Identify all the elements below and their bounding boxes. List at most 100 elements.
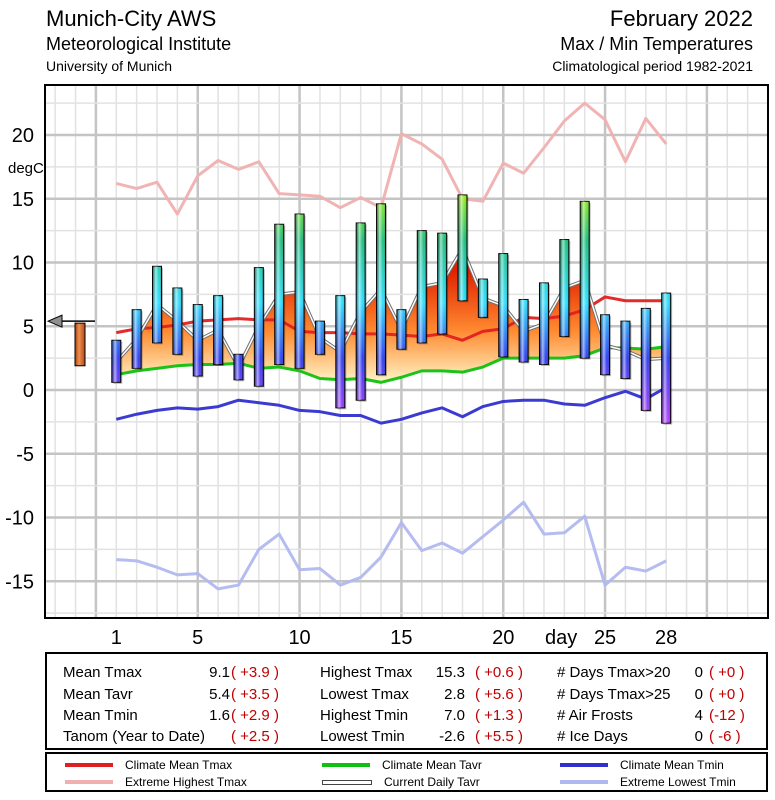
y-tick-label: 15	[12, 189, 34, 211]
stat-anomaly: ( +0 )	[709, 686, 745, 703]
tavr-fill	[116, 248, 667, 383]
marker-arrow	[46, 314, 63, 328]
legend-item: Extreme Lowest Tmin	[560, 775, 736, 789]
legend-label: Climate Mean Tmin	[620, 758, 724, 772]
legend-label: Extreme Highest Tmax	[125, 775, 247, 789]
stat-value: -2.6	[439, 728, 465, 745]
stat-label: # Days Tmax>20	[557, 664, 671, 681]
stat-label: Mean Tavr	[63, 686, 133, 703]
stat-value: 7.0	[444, 707, 465, 724]
stat-anomaly: ( +0.6 )	[475, 664, 523, 681]
chart-subtitle: Max / Min Temperatures	[560, 34, 753, 54]
legend-item: Climate Mean Tmax	[65, 758, 232, 772]
statistics-table: Mean Tmax 9.1 ( +3.9 ) Highest Tmax 15.3…	[45, 652, 768, 750]
y-tick-label: 10	[12, 253, 34, 275]
stat-label: Tanom (Year to Date)	[63, 728, 206, 745]
daily-bar-highlight	[498, 253, 508, 357]
daily-bar-highlight	[213, 295, 223, 365]
stat-anomaly: ( +1.3 )	[475, 707, 523, 724]
stat-value: 1.6	[209, 707, 230, 724]
legend-swatch	[322, 763, 370, 767]
x-tick-label: 25	[594, 627, 616, 649]
legend-swatch	[560, 780, 608, 784]
legend-swatch	[560, 763, 608, 767]
daily-bar-highlight	[580, 201, 590, 359]
stat-anomaly: ( +2.9 )	[231, 707, 279, 724]
y-tick-label: -15	[5, 571, 34, 593]
station-title: Munich-City AWS	[46, 6, 217, 31]
stat-anomaly: ( +3.9 )	[231, 664, 279, 681]
daily-bar-highlight	[152, 266, 162, 343]
x-tick-label: 10	[288, 627, 310, 649]
daily-bar-highlight	[539, 282, 549, 365]
series-line-extreme-lowest-tmin	[116, 500, 667, 591]
daily-bar-highlight	[233, 354, 243, 380]
chart-grid	[45, 85, 768, 618]
daily-bar-highlight	[661, 293, 671, 424]
y-tick-label: -10	[5, 508, 34, 530]
legend-swatch	[322, 779, 372, 785]
daily-bar-highlight	[295, 214, 305, 369]
daily-bar-highlight	[458, 194, 468, 301]
legend-item: Climate Mean Tmin	[560, 758, 724, 772]
y-tick-label: 20	[12, 125, 34, 147]
x-axis-label: day	[545, 627, 577, 649]
x-tick-label: 1	[111, 627, 122, 649]
x-tick-label: 5	[192, 627, 203, 649]
stat-label: # Days Tmax>25	[557, 686, 671, 703]
legend-label: Climate Mean Tavr	[382, 758, 482, 772]
university-label: University of Munich	[46, 58, 173, 74]
stat-anomaly: ( +0 )	[709, 664, 745, 681]
legend-label: Extreme Lowest Tmin	[620, 775, 736, 789]
stat-anomaly: ( +2.5 )	[231, 728, 279, 745]
daily-bar-highlight	[335, 295, 345, 408]
stat-label: # Ice Days	[557, 728, 628, 745]
tanom-bar	[74, 322, 86, 367]
daily-bar-highlight	[396, 309, 406, 350]
stat-label: Lowest Tmin	[320, 728, 405, 745]
series-line-climate-mean-tavr	[116, 345, 667, 384]
daily-bars	[46, 194, 673, 425]
daily-bar-highlight	[600, 314, 610, 375]
stat-value: 9.1	[209, 664, 230, 681]
daily-bar-highlight	[193, 304, 203, 376]
x-tick-label: 20	[492, 627, 514, 649]
daily-bar-highlight	[254, 267, 264, 387]
daily-bar-highlight	[315, 321, 325, 355]
plot-frame	[44, 84, 769, 619]
tavr-anomaly-area	[116, 248, 667, 383]
legend-label: Climate Mean Tmax	[125, 758, 233, 772]
legend-label: Current Daily Tavr	[384, 775, 480, 789]
stat-value: 15.3	[435, 664, 465, 681]
stat-value: 4	[694, 707, 703, 724]
daily-bar-highlight	[437, 233, 447, 334]
stat-label: Mean Tmax	[63, 664, 142, 681]
y-tick-label: 0	[23, 380, 34, 402]
daily-bar-highlight	[417, 230, 427, 343]
daily-bar-highlight	[519, 299, 529, 362]
series-line-extreme-highest-tmax	[115, 101, 668, 216]
daily-bar-highlight	[274, 224, 284, 365]
stat-label: Highest Tmin	[320, 707, 409, 724]
daily-bar-highlight	[620, 321, 630, 379]
daily-bar-highlight	[559, 239, 569, 337]
x-tick-label: 28	[655, 627, 677, 649]
stat-label: Highest Tmax	[320, 664, 413, 681]
legend-item: Climate Mean Tavr	[322, 758, 482, 772]
legend-item: Extreme Highest Tmax	[65, 775, 247, 789]
daily-bar-highlight	[641, 308, 651, 411]
stat-label: # Air Frosts	[557, 707, 633, 724]
y-tick-label: 5	[23, 316, 34, 338]
stat-anomaly: ( +3.5 )	[231, 686, 279, 703]
daily-bar-highlight	[111, 340, 121, 383]
series-line-current-daily-tavr	[115, 247, 667, 368]
chart-legend: Climate Mean Tmax Climate Mean Tavr Clim…	[45, 752, 768, 792]
stat-label: Lowest Tmax	[320, 686, 409, 703]
series-line-climate-mean-tmax	[116, 295, 667, 342]
legend-swatch	[65, 763, 113, 767]
daily-bar-highlight	[132, 309, 142, 369]
stat-value: 2.8	[444, 686, 465, 703]
daily-bar-highlight	[356, 222, 366, 401]
stat-value: 5.4	[209, 686, 230, 703]
